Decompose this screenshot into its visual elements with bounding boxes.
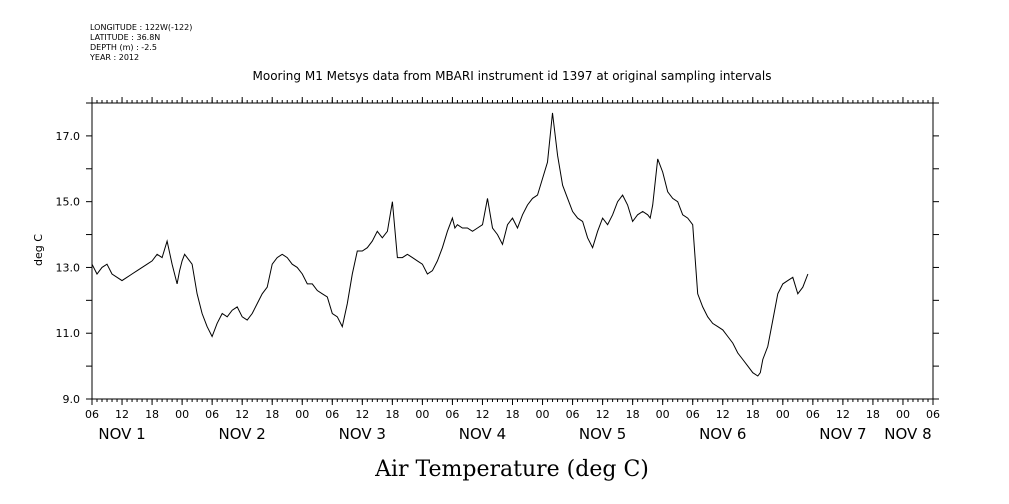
x-hour-tick-label: 06 (445, 408, 459, 421)
y-tick-label: 9.0 (63, 393, 81, 406)
x-hour-tick-label: 00 (536, 408, 550, 421)
x-hour-tick-label: 12 (836, 408, 850, 421)
x-day-label: NOV 3 (339, 425, 386, 443)
x-hour-tick-label: 18 (626, 408, 640, 421)
x-hour-tick-label: 12 (355, 408, 369, 421)
x-hour-tick-label: 12 (716, 408, 730, 421)
x-hour-tick-label: 12 (235, 408, 249, 421)
y-tick-label: 17.0 (56, 130, 81, 143)
x-hour-tick-label: 06 (566, 408, 580, 421)
x-hour-tick-label: 06 (686, 408, 700, 421)
x-hour-tick-label: 00 (896, 408, 910, 421)
x-hour-tick-label: 00 (656, 408, 670, 421)
x-hour-tick-label: 12 (115, 408, 129, 421)
x-day-label: NOV 1 (98, 425, 145, 443)
x-hour-tick-label: 00 (295, 408, 309, 421)
x-hour-tick-label: 18 (145, 408, 159, 421)
x-hour-tick-label: 00 (415, 408, 429, 421)
y-axis-label: deg C (32, 234, 45, 266)
x-hour-tick-label: 18 (746, 408, 760, 421)
x-day-label: NOV 6 (699, 425, 746, 443)
x-hour-tick-label: 18 (866, 408, 880, 421)
x-day-labels: NOV 1 NOV 2 NOV 3 NOV 4 NOV 5 NOV 6 NOV 7 NOV 8 (98, 425, 931, 443)
x-hour-tick-label: 12 (596, 408, 610, 421)
x-day-label: NOV 5 (579, 425, 626, 443)
x-hour-tick-label: 00 (776, 408, 790, 421)
x-day-label: NOV 2 (219, 425, 266, 443)
series-line-air-temperature (91, 112, 809, 377)
x-day-label: NOV 4 (459, 425, 506, 443)
x-hour-tick-label: 18 (385, 408, 399, 421)
x-hour-tick-label: 06 (85, 408, 99, 421)
x-axis-label: Air Temperature (deg C) (374, 457, 649, 482)
x-hour-tick-label: 12 (475, 408, 489, 421)
x-hour-tick-label: 00 (175, 408, 189, 421)
latitude-label: LATITUDE : 36.8N (90, 33, 160, 42)
y-axis: 9.0 11.0 13.0 15.0 17.0 (56, 102, 939, 406)
x-hour-tick-label: 06 (205, 408, 219, 421)
x-day-label: NOV 8 (884, 425, 931, 443)
y-tick-label: 11.0 (56, 327, 81, 340)
plot-frame (91, 102, 934, 400)
x-hour-tick-label: 06 (926, 408, 940, 421)
x-axis: 06 12 18 00 06 12 18 00 06 12 18 00 06 12 18 00 06 12 18 00… (85, 97, 940, 421)
x-day-label: NOV 7 (819, 425, 866, 443)
depth-label: DEPTH (m) : -2.5 (90, 43, 157, 52)
y-tick-label: 13.0 (56, 261, 81, 274)
chart-title: Mooring M1 Metsys data from MBARI instru… (253, 69, 772, 83)
longitude-label: LONGITUDE : 122W(-122) (90, 23, 192, 32)
x-hour-tick-label: 06 (806, 408, 820, 421)
minor-ticks (91, 100, 934, 402)
x-hour-tick-label: 18 (265, 408, 279, 421)
y-tick-label: 15.0 (56, 196, 81, 209)
x-hour-tick-label: 18 (506, 408, 520, 421)
x-hour-tick-label: 06 (325, 408, 339, 421)
year-label: YEAR : 2012 (89, 53, 139, 62)
